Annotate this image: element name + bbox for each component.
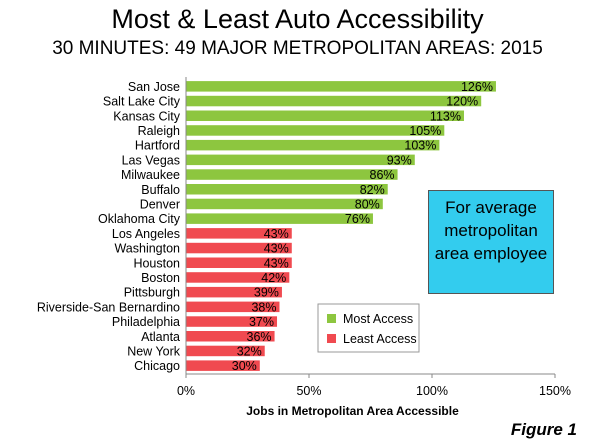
figure-label: Figure 1 — [510, 420, 577, 439]
x-tick-label: 0% — [177, 384, 195, 398]
bar — [186, 316, 278, 327]
category-label: Philadelphia — [112, 315, 180, 329]
bar — [186, 169, 398, 180]
data-label: 86% — [370, 168, 395, 182]
bar — [186, 331, 275, 342]
category-label: Raleigh — [138, 124, 180, 138]
bar — [186, 125, 445, 136]
bar — [186, 272, 290, 283]
bar — [186, 301, 280, 313]
data-label: 120% — [446, 95, 478, 109]
bar — [186, 242, 292, 254]
data-label: 105% — [409, 124, 441, 138]
category-label: Riverside-San Bernardino — [37, 300, 180, 314]
bar — [186, 198, 383, 210]
bar — [186, 345, 265, 357]
data-label: 103% — [404, 139, 436, 153]
category-label: Atlanta — [141, 330, 180, 344]
annotation-box: For average metropolitan area employee — [428, 190, 554, 294]
data-label: 37% — [249, 315, 274, 329]
category-label: Chicago — [134, 359, 180, 373]
data-label: 126% — [461, 80, 493, 94]
category-label: Kansas City — [113, 109, 180, 123]
bar — [186, 110, 464, 121]
data-label: 93% — [387, 153, 412, 167]
category-label: Hartford — [135, 139, 180, 153]
data-label: 42% — [261, 271, 286, 285]
category-label: Salt Lake City — [103, 95, 181, 109]
data-label: 82% — [360, 183, 385, 197]
x-tick-label: 100% — [416, 384, 448, 398]
data-label: 76% — [345, 212, 370, 226]
category-label: Buffalo — [141, 183, 180, 197]
bar — [186, 360, 260, 371]
data-label: 43% — [264, 227, 289, 241]
bar — [186, 228, 292, 239]
bar — [186, 81, 496, 92]
category-label: San Jose — [128, 80, 180, 94]
x-tick-label: 50% — [296, 384, 321, 398]
bar — [186, 213, 373, 224]
category-label: Los Angeles — [112, 227, 180, 241]
category-label: Houston — [133, 256, 180, 270]
legend-box — [317, 303, 420, 353]
legend-swatch — [327, 334, 336, 343]
data-label: 43% — [264, 256, 289, 270]
bar — [186, 95, 482, 107]
category-label: Las Vegas — [122, 153, 180, 167]
bar — [186, 257, 292, 268]
x-tick-label: 150% — [539, 384, 571, 398]
legend-swatch — [327, 314, 336, 323]
category-label: Milwaukee — [121, 168, 180, 182]
data-label: 38% — [251, 300, 276, 314]
category-label: Denver — [140, 197, 180, 211]
legend-entry: Least Access — [343, 332, 417, 346]
category-label: Boston — [141, 271, 180, 285]
category-label: Pittsburgh — [124, 286, 180, 300]
chart-title: Most & Least Auto Accessibility — [111, 4, 484, 34]
bar — [186, 139, 440, 151]
legend-entry: Most Access — [343, 312, 413, 326]
data-label: 113% — [430, 109, 461, 123]
bar — [186, 184, 388, 195]
chart-subtitle: 30 MINUTES: 49 MAJOR METROPOLITAN AREAS:… — [52, 38, 543, 59]
x-axis-label: Jobs in Metropolitan Area Accessible — [246, 404, 459, 418]
data-label: 32% — [237, 344, 262, 358]
data-label: 43% — [264, 242, 289, 256]
bar — [186, 286, 282, 298]
data-label: 80% — [355, 197, 380, 211]
category-label: Washington — [114, 242, 180, 256]
bar — [186, 154, 415, 166]
category-label: New York — [127, 344, 181, 358]
data-label: 30% — [232, 359, 257, 373]
category-label: Oklahoma City — [98, 212, 181, 226]
data-label: 39% — [254, 286, 279, 300]
data-label: 36% — [247, 330, 272, 344]
